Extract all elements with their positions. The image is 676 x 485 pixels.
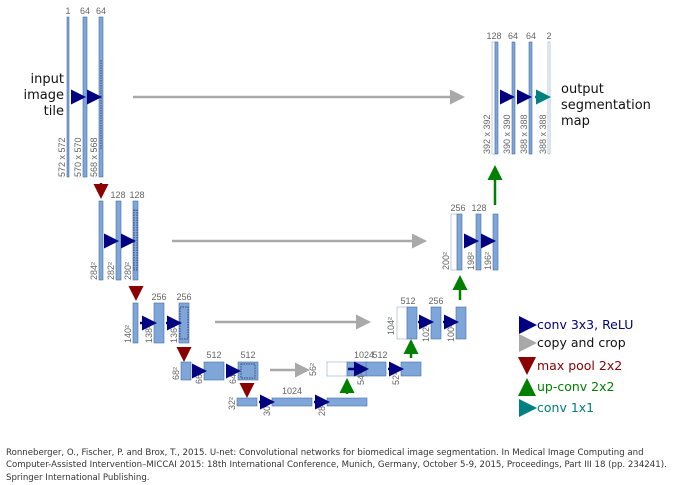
channel-count-label: 256 <box>176 292 191 302</box>
legend-conv-label: conv 3x3, ReLU <box>537 317 633 332</box>
channel-count-label: 64 <box>80 6 90 16</box>
spatial-size-label: 28² <box>317 403 327 416</box>
spatial-size-label: 284² <box>89 262 99 280</box>
legend-copy-label: copy and crop <box>537 335 626 350</box>
channel-count-label: 512 <box>206 350 221 360</box>
channel-count-label: 64 <box>526 31 536 41</box>
channel-count-label: 512 <box>400 296 415 306</box>
channel-count-label: 2 <box>546 31 551 41</box>
spatial-size-label: 68² <box>171 367 181 380</box>
spatial-size-label: 280² <box>123 262 133 280</box>
spatial-size-label: 138² <box>144 325 154 343</box>
feature-map-block <box>132 302 139 344</box>
channel-count-label: 128 <box>110 190 125 200</box>
spatial-size-label: 66² <box>194 371 204 384</box>
output-label-line-2: segmentation <box>561 98 651 113</box>
spatial-size-label: 388 x 388 <box>538 114 548 154</box>
feature-map-block <box>494 41 499 155</box>
spatial-size-label: 572 x 572 <box>57 137 67 177</box>
spatial-size-label: 54² <box>356 372 366 385</box>
feature-map-block <box>406 306 418 340</box>
channel-count-label: 64 <box>508 31 518 41</box>
feature-map-block <box>115 200 122 281</box>
copied-feature-map <box>396 306 408 340</box>
feature-map-block <box>236 397 258 407</box>
feature-map-block <box>203 361 225 381</box>
spatial-size-label: 64² <box>228 371 238 384</box>
output-map <box>547 41 551 155</box>
spatial-size-label: 390 x 390 <box>502 114 512 154</box>
spatial-size-label: 568 x 568 <box>89 137 99 177</box>
input-label-line-2: image <box>24 88 65 103</box>
spatial-size-label: 198² <box>466 252 476 270</box>
spatial-size-label: 104² <box>386 317 396 335</box>
channel-count-label: 256 <box>151 292 166 302</box>
feature-map-block <box>511 41 516 155</box>
channel-count-label: 512 <box>372 350 387 360</box>
spatial-size-label: 140² <box>123 325 133 343</box>
feature-map-block <box>98 16 104 178</box>
copied-feature-map <box>450 213 458 271</box>
channel-count-label: 128 <box>471 203 486 213</box>
legend-out-label: conv 1x1 <box>537 400 594 415</box>
feature-map-block <box>365 361 387 377</box>
output-label-line-3: map <box>561 114 590 129</box>
legend-up-label: up-conv 2x2 <box>537 379 614 394</box>
spatial-size-label: 56² <box>308 363 318 376</box>
feature-map-block <box>271 397 313 407</box>
copied-feature-map <box>326 361 348 377</box>
feature-map-block <box>456 213 463 271</box>
channel-count-label: 256 <box>428 296 443 306</box>
channel-count-label: 1024 <box>354 350 374 360</box>
channel-count-label: 128 <box>129 190 144 200</box>
channel-count-label: 512 <box>240 350 255 360</box>
channel-count-label: 64 <box>96 6 106 16</box>
feature-map-block <box>400 361 422 377</box>
copied-feature-map <box>491 41 496 155</box>
feature-map-block <box>455 306 467 340</box>
input-label-line-3: tile <box>44 104 64 119</box>
channel-count-label: 256 <box>450 203 465 213</box>
spatial-size-label: 200² <box>441 252 451 270</box>
feature-map-block <box>82 16 88 178</box>
spatial-size-label: 570 x 570 <box>73 137 83 177</box>
feature-map-block <box>430 306 442 340</box>
feature-map-block <box>492 213 499 271</box>
legend-pool-label: max pool 2x2 <box>537 358 622 373</box>
spatial-size-label: 32² <box>227 397 237 410</box>
feature-map-block <box>475 213 482 271</box>
feature-map-block <box>326 397 368 407</box>
spatial-size-label: 52² <box>391 372 401 385</box>
spatial-size-label: 392 x 392 <box>482 114 492 154</box>
crop-region-mark <box>240 363 256 379</box>
output-label-line-1: output <box>561 82 604 97</box>
feature-map-block <box>178 302 190 344</box>
spatial-size-label: 196² <box>483 252 493 270</box>
spatial-size-label: 388 x 388 <box>519 114 529 154</box>
spatial-size-label: 282² <box>106 262 116 280</box>
channel-count-label: 1024 <box>282 386 302 396</box>
spatial-size-label: 100² <box>446 324 456 342</box>
spatial-size-label: 102² <box>421 324 431 342</box>
legend: conv 3x3, ReLU copy and crop max pool 2x… <box>518 316 633 417</box>
channel-count-label: 128 <box>486 31 501 41</box>
feature-map-block <box>153 302 165 344</box>
citation-caption: Ronneberger, O., Fischer, P. and Brox, T… <box>6 448 667 483</box>
feature-map-block <box>528 41 533 155</box>
input-label-line-1: input <box>31 72 64 87</box>
feature-map-block <box>180 361 192 381</box>
channel-count-label: 1 <box>65 6 70 16</box>
spatial-size-label: 136² <box>169 325 179 343</box>
feature-map-block <box>66 16 70 178</box>
feature-map-block <box>98 200 104 281</box>
spatial-size-label: 30² <box>262 403 272 416</box>
unet-diagram: input image tile output segmentation map… <box>24 6 651 417</box>
